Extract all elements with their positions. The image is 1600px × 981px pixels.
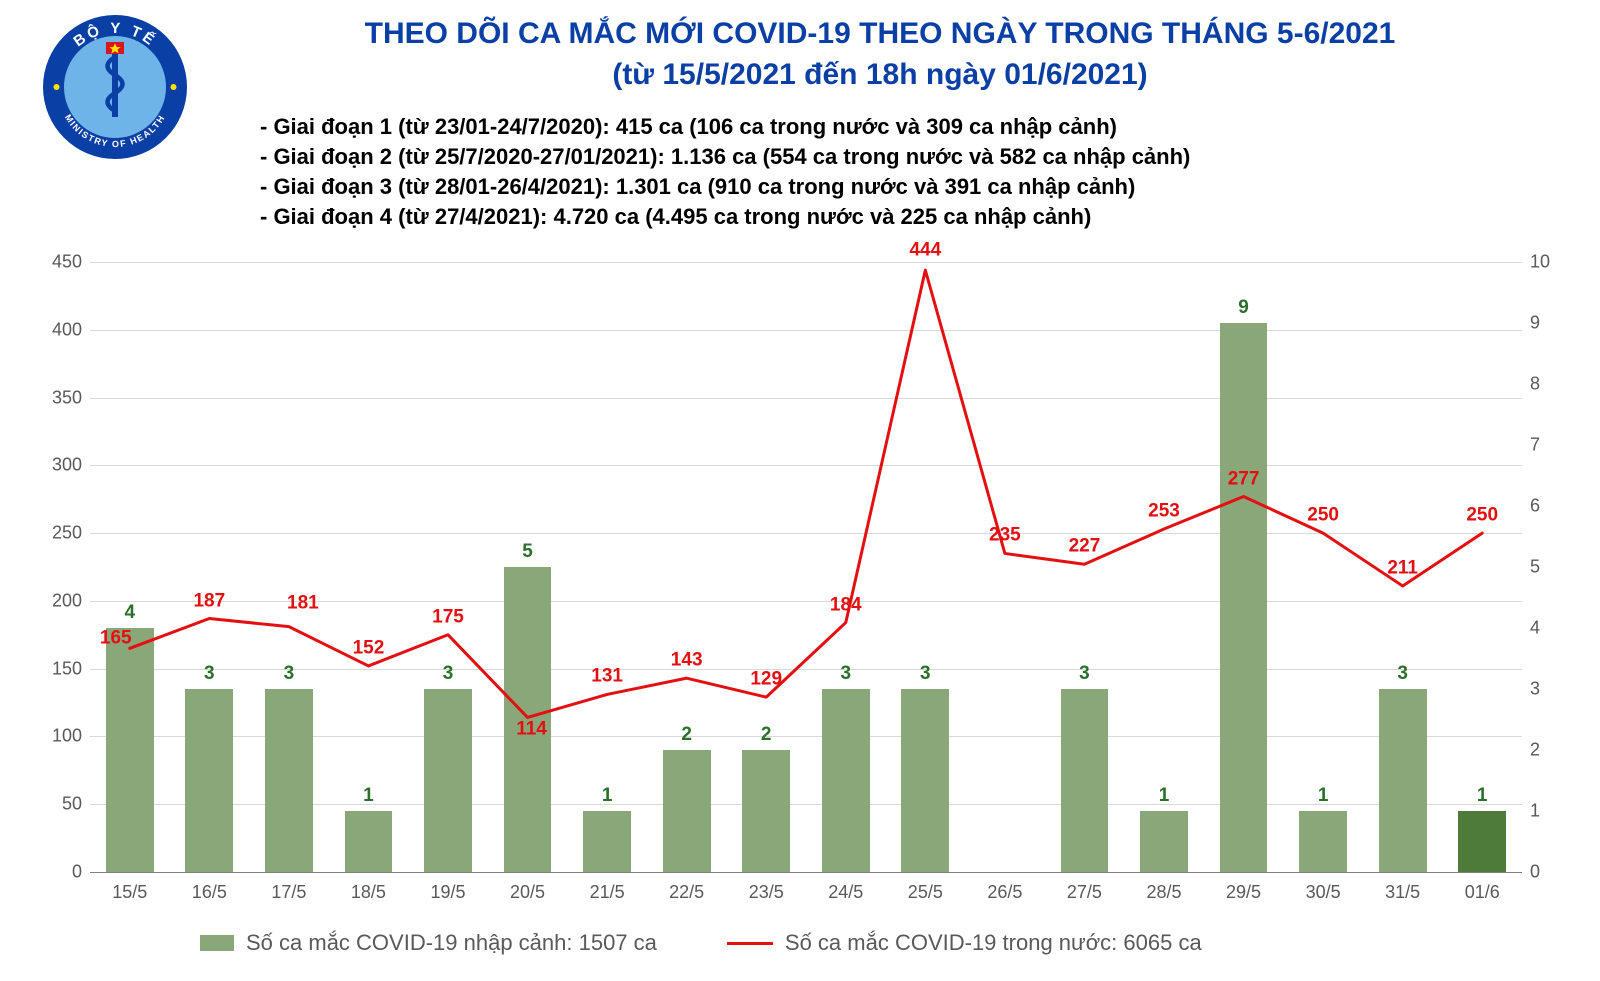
y-left-label: 450	[22, 252, 90, 273]
x-axis-label: 16/5	[192, 872, 227, 903]
moh-logo: BỘ Y TẾ MINISTRY OF HEALTH	[40, 12, 190, 162]
y-left-label: 50	[22, 794, 90, 815]
line-value-label: 175	[432, 606, 464, 628]
legend-swatch-line	[727, 942, 773, 945]
y-right-label: 8	[1522, 374, 1570, 395]
line-value-label: 143	[671, 650, 703, 672]
line-value-label: 129	[750, 669, 782, 691]
chart: 0501001502002503003504004500123456789101…	[90, 262, 1522, 872]
x-axis-label: 30/5	[1306, 872, 1341, 903]
legend: Số ca mắc COVID-19 nhập cảnh: 1507 ca Số …	[200, 930, 1202, 956]
legend-item: Số ca mắc COVID-19 nhập cảnh: 1507 ca	[200, 930, 657, 956]
line-value-label: 227	[1069, 536, 1101, 558]
y-left-label: 150	[22, 658, 90, 679]
x-axis-label: 21/5	[590, 872, 625, 903]
line-series	[90, 262, 1522, 872]
line-value-label: 211	[1387, 557, 1418, 579]
title-line: THEO DÕI CA MẮC MỚI COVID-19 THEO NGÀY T…	[220, 14, 1540, 55]
x-axis-label: 29/5	[1226, 872, 1261, 903]
legend-swatch-bar	[200, 935, 234, 951]
x-axis-label: 31/5	[1385, 872, 1420, 903]
y-right-label: 6	[1522, 496, 1570, 517]
y-left-label: 0	[22, 862, 90, 883]
x-axis-label: 19/5	[430, 872, 465, 903]
y-left-label: 300	[22, 455, 90, 476]
line-value-label: 152	[353, 637, 385, 659]
x-axis-label: 23/5	[749, 872, 784, 903]
line-value-label: 250	[1466, 505, 1498, 527]
note-line: - Giai đoạn 1 (từ 23/01-24/7/2020): 415 …	[260, 112, 1520, 142]
legend-label: Số ca mắc COVID-19 nhập cảnh: 1507 ca	[246, 930, 657, 956]
line-value-label: 114	[516, 719, 547, 741]
y-left-label: 200	[22, 590, 90, 611]
y-left-label: 250	[22, 523, 90, 544]
x-axis-label: 22/5	[669, 872, 704, 903]
y-left-label: 400	[22, 319, 90, 340]
x-axis-label: 26/5	[987, 872, 1022, 903]
title-block: THEO DÕI CA MẮC MỚI COVID-19 THEO NGÀY T…	[220, 14, 1540, 95]
y-right-label: 9	[1522, 313, 1570, 334]
line-value-label: 253	[1148, 500, 1180, 522]
note-line: - Giai đoạn 2 (từ 25/7/2020-27/01/2021):…	[260, 142, 1520, 172]
title-line: (từ 15/5/2021 đến 18h ngày 01/6/2021)	[220, 55, 1540, 96]
line-value-label: 187	[193, 590, 225, 612]
x-axis-label: 01/6	[1465, 872, 1500, 903]
line-value-label: 131	[591, 666, 623, 688]
x-axis-label: 27/5	[1067, 872, 1102, 903]
line-value-label: 277	[1228, 468, 1260, 490]
line-value-label: 444	[909, 240, 941, 262]
legend-item: Số ca mắc COVID-19 trong nước: 6065 ca	[727, 930, 1202, 956]
line-value-label: 165	[100, 628, 132, 650]
y-right-label: 10	[1522, 252, 1570, 273]
legend-label: Số ca mắc COVID-19 trong nước: 6065 ca	[785, 930, 1202, 956]
y-right-label: 3	[1522, 679, 1570, 700]
x-axis-label: 28/5	[1146, 872, 1181, 903]
y-right-label: 0	[1522, 862, 1570, 883]
y-right-label: 1	[1522, 801, 1570, 822]
plot-area: 0501001502002503003504004500123456789101…	[90, 262, 1522, 872]
y-right-label: 4	[1522, 618, 1570, 639]
page: BỘ Y TẾ MINISTRY OF HEALTH THEO DÕI CA M…	[0, 0, 1600, 981]
notes-block: - Giai đoạn 1 (từ 23/01-24/7/2020): 415 …	[260, 112, 1520, 232]
line-value-label: 250	[1307, 505, 1339, 527]
y-right-label: 5	[1522, 557, 1570, 578]
y-right-label: 7	[1522, 435, 1570, 456]
x-axis-label: 18/5	[351, 872, 386, 903]
x-axis-label: 15/5	[112, 872, 147, 903]
note-line: - Giai đoạn 4 (từ 27/4/2021): 4.720 ca (…	[260, 202, 1520, 232]
x-axis-label: 17/5	[271, 872, 306, 903]
x-axis-label: 24/5	[828, 872, 863, 903]
line-value-label: 184	[830, 594, 862, 616]
line-value-label: 181	[287, 592, 319, 614]
y-right-label: 2	[1522, 740, 1570, 761]
x-axis-label: 25/5	[908, 872, 943, 903]
note-line: - Giai đoạn 3 (từ 28/01-26/4/2021): 1.30…	[260, 172, 1520, 202]
x-axis-label: 20/5	[510, 872, 545, 903]
y-left-label: 350	[22, 387, 90, 408]
line-value-label: 235	[989, 525, 1021, 547]
y-left-label: 100	[22, 726, 90, 747]
